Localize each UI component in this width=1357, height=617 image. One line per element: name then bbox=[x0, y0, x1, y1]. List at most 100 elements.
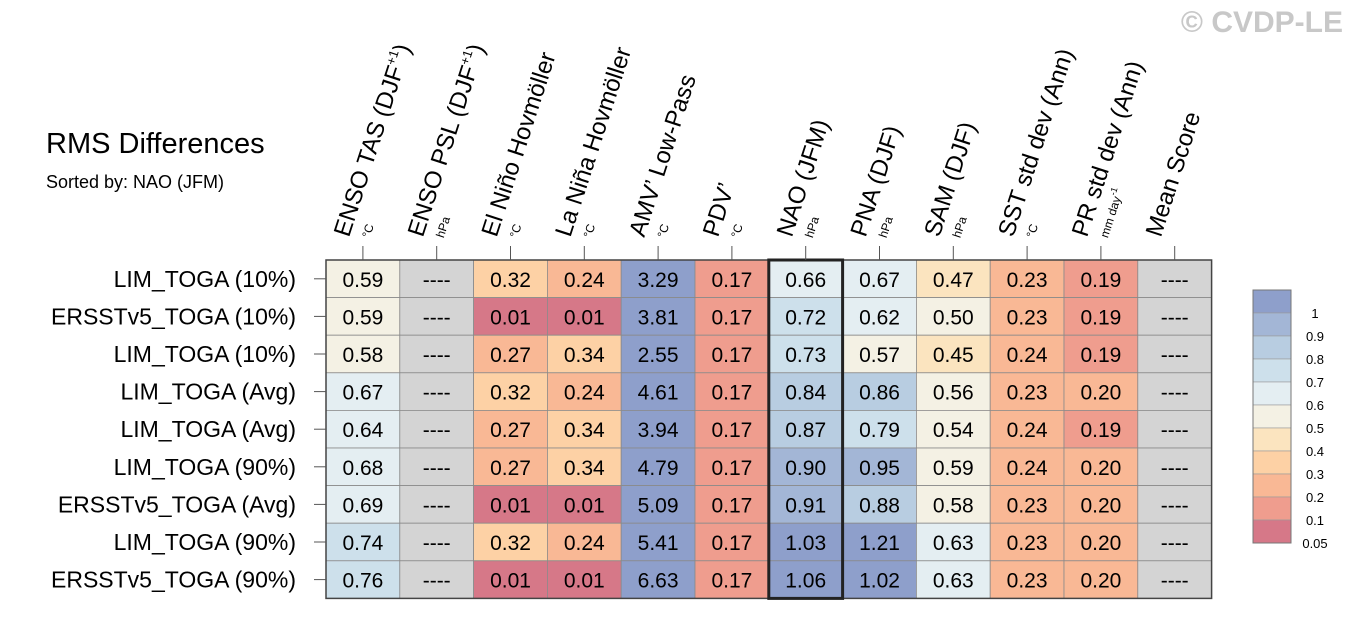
column-header: PDV’°C bbox=[698, 179, 746, 239]
table-cell bbox=[989, 259, 1065, 298]
cell-value: 0.68 bbox=[342, 457, 383, 480]
colorbar-label: 0.8 bbox=[1306, 352, 1324, 367]
colorbar-label: 0.3 bbox=[1306, 467, 1324, 482]
column-unit: hPa bbox=[950, 214, 970, 239]
table-cell bbox=[325, 522, 401, 562]
column-header: SAM (DJF)hPa bbox=[919, 119, 981, 240]
column-header-label: La Niña Hovmöller bbox=[550, 44, 637, 240]
table-cell bbox=[620, 297, 696, 336]
cell-value: ---- bbox=[423, 457, 451, 480]
column-header-label: PNA (DJF) bbox=[846, 122, 907, 239]
table-cell bbox=[473, 372, 548, 411]
table-cell bbox=[620, 409, 696, 449]
colorbar-swatch bbox=[1252, 450, 1292, 475]
table-cell bbox=[989, 372, 1065, 411]
cell-value: 0.50 bbox=[933, 306, 974, 329]
cell-value: 0.23 bbox=[1007, 382, 1048, 405]
cell-value: 0.64 bbox=[342, 419, 383, 442]
cell-value: 0.86 bbox=[859, 382, 900, 405]
table-cell bbox=[620, 485, 696, 524]
cell-value: 1.02 bbox=[859, 570, 900, 593]
table-cell bbox=[399, 409, 474, 449]
cell-value: ---- bbox=[1161, 570, 1189, 593]
row-label: LIM_TOGA (10%) bbox=[114, 341, 296, 367]
cell-value: 0.27 bbox=[490, 457, 531, 480]
cell-value: 0.19 bbox=[1080, 344, 1121, 367]
table-cell bbox=[1063, 485, 1139, 524]
cell-value: 0.23 bbox=[1007, 269, 1048, 292]
cell-value: 0.23 bbox=[1007, 570, 1048, 593]
cell-value: 0.27 bbox=[490, 419, 531, 442]
table-cell bbox=[916, 560, 991, 599]
cell-value: 0.84 bbox=[785, 382, 826, 405]
cell-value: 0.17 bbox=[711, 269, 752, 292]
colorbar-swatch bbox=[1252, 289, 1292, 314]
table-cell bbox=[989, 485, 1065, 524]
table-cell bbox=[1137, 259, 1213, 298]
column-header-label: AMV’ Low-Pass bbox=[624, 71, 702, 240]
table-cell bbox=[842, 485, 917, 524]
cell-value: 0.67 bbox=[342, 382, 383, 405]
cell-value: 0.23 bbox=[1007, 494, 1048, 517]
colorbar-label: 0.6 bbox=[1306, 398, 1324, 413]
cell-value: 3.94 bbox=[638, 419, 679, 442]
table-cell bbox=[989, 334, 1065, 374]
table-cell bbox=[620, 334, 696, 374]
cell-value: 4.79 bbox=[638, 457, 679, 480]
cell-value: 0.20 bbox=[1080, 494, 1121, 517]
table-cell bbox=[916, 409, 991, 449]
table-cell bbox=[694, 259, 770, 298]
cell-value: 0.88 bbox=[859, 494, 900, 517]
colorbar-label: 0.2 bbox=[1306, 490, 1324, 505]
column-header: Mean Score bbox=[1141, 108, 1207, 239]
row-label: LIM_TOGA (90%) bbox=[114, 454, 296, 480]
cell-value: ---- bbox=[423, 532, 451, 555]
colorbar: 1 0.9 0.8 0.7 0.6 0.5 0.4 0.3 0.2 0.1 0.05 bbox=[1252, 289, 1328, 551]
chart-title: RMS Differences bbox=[46, 128, 265, 160]
cell-value: ---- bbox=[1161, 344, 1189, 367]
column-unit: °C bbox=[507, 222, 525, 239]
cell-value: 3.29 bbox=[638, 269, 679, 292]
table-cell bbox=[473, 560, 548, 599]
table-cell bbox=[1137, 334, 1213, 374]
cell-value: 0.63 bbox=[933, 570, 974, 593]
column-header-label: ENSO TAS (DJF+1) bbox=[328, 40, 417, 239]
watermark: © CVDP-LE bbox=[1180, 6, 1343, 39]
column-unit: °C bbox=[359, 222, 377, 239]
cell-value: 0.73 bbox=[785, 344, 826, 367]
colorbar-label: 0.1 bbox=[1306, 513, 1324, 528]
cell-value: 0.34 bbox=[564, 419, 605, 442]
table-cell bbox=[916, 447, 991, 486]
table-cell bbox=[620, 522, 696, 562]
row-label: ERSSTv5_TOGA (10%) bbox=[51, 303, 296, 329]
table-cell bbox=[473, 297, 548, 336]
cell-value: 0.59 bbox=[933, 457, 974, 480]
cell-value: 0.47 bbox=[933, 269, 974, 292]
cell-value: ---- bbox=[1161, 532, 1189, 555]
table-cell bbox=[694, 297, 770, 336]
table-cell bbox=[547, 334, 622, 374]
cell-value: 0.01 bbox=[490, 306, 531, 329]
table-cell bbox=[325, 447, 401, 486]
cell-value: 0.17 bbox=[711, 532, 752, 555]
row-label: LIM_TOGA (90%) bbox=[114, 529, 296, 555]
table-cell bbox=[325, 297, 401, 336]
table-cell bbox=[399, 372, 474, 411]
table-cell bbox=[1063, 297, 1139, 336]
cell-value: 0.01 bbox=[564, 570, 605, 593]
cell-value: 0.01 bbox=[564, 494, 605, 517]
table-cell bbox=[1063, 560, 1139, 599]
table-cell bbox=[916, 259, 991, 298]
cell-value: 0.32 bbox=[490, 382, 531, 405]
cell-value: 0.01 bbox=[490, 494, 531, 517]
table-cell bbox=[473, 409, 548, 449]
column-header-label: NAO (JFM) bbox=[772, 116, 835, 240]
cell-value: 0.23 bbox=[1007, 306, 1048, 329]
table-cell bbox=[547, 259, 622, 298]
column-header: PNA (DJF)hPa bbox=[846, 122, 907, 239]
cell-value: 0.19 bbox=[1080, 269, 1121, 292]
column-unit: °C bbox=[1024, 222, 1042, 239]
cell-value: 0.23 bbox=[1007, 532, 1048, 555]
cell-value: 0.17 bbox=[711, 494, 752, 517]
